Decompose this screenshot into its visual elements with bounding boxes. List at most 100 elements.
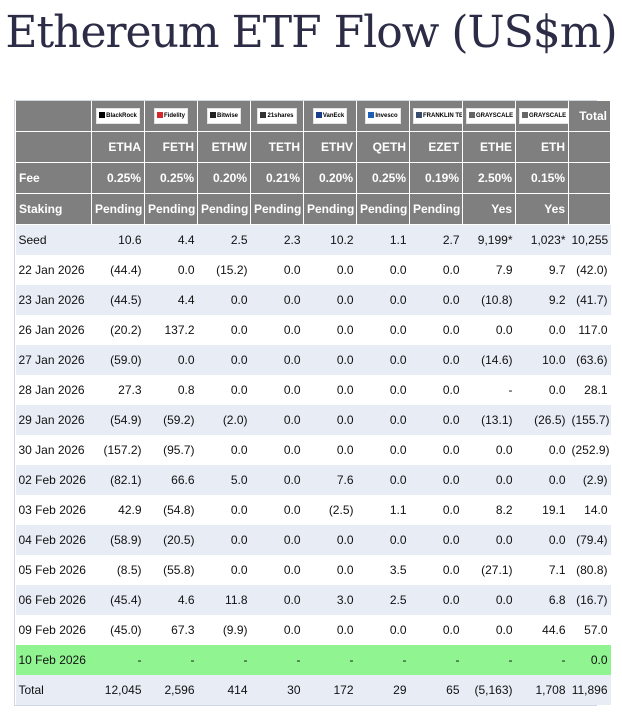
flow-value-cell: 0.0: [144, 255, 198, 285]
flow-value-cell: 0.0: [409, 495, 463, 525]
ticker-cell: QETH: [356, 131, 410, 163]
table-row: Seed 10.6 4.4 2.5 2.3 10.2 1.1 2.7 9,199* 1,023* 1…: [15, 224, 611, 255]
issuer-logo-text: FRANKLIN TEMPLETON: [423, 113, 463, 119]
flow-value-cell: 0.8: [144, 375, 198, 405]
ticker-cell: FETH: [144, 131, 198, 163]
flow-value-cell: 0.0: [250, 615, 304, 645]
fee-cell: 0.20%: [303, 162, 357, 194]
staking-cell: Pending: [144, 193, 198, 225]
issuer-logo-cell: GRAYSCALE: [462, 101, 516, 132]
invesco-logo: Invesco: [365, 108, 401, 124]
flow-value-cell: (252.9): [568, 435, 611, 465]
21shares-logo-mark-icon: [260, 112, 267, 119]
flow-value-cell: (54.9): [91, 405, 145, 435]
flow-value-cell: 44.6: [515, 615, 569, 645]
flow-value-cell: 7.6: [303, 465, 357, 495]
flow-value-cell: 0.0: [462, 525, 516, 555]
issuer-logo-cell: Fidelity: [144, 101, 198, 132]
flow-value-cell: 0.0: [197, 285, 251, 315]
flow-value-cell: 27.3: [91, 375, 145, 405]
flow-value-cell: -: [409, 645, 463, 675]
flow-value-cell: 0.0: [250, 585, 304, 615]
flow-value-cell: -: [356, 645, 410, 675]
staking-cell: Pending: [91, 193, 145, 225]
flow-value-cell: 67.3: [144, 615, 198, 645]
flow-value-cell: (41.7): [568, 285, 611, 315]
row-date-label: 05 Feb 2026: [15, 555, 92, 585]
issuer-logo-cell: VanEck: [303, 101, 357, 132]
ticker-row: ETHA FETH ETHW TETH ETHV QETH EZET ETHE ETH: [15, 131, 611, 163]
flow-value-cell: (26.5): [515, 405, 569, 435]
flow-value-cell: 0.0: [462, 435, 516, 465]
bitwise-logo: Bitwise: [206, 108, 241, 124]
flow-value-cell: (9.9): [197, 615, 251, 645]
flow-value-cell: 0.0: [197, 525, 251, 555]
fee-row: Fee 0.25% 0.25% 0.20% 0.21% 0.20% 0.25% 0.19% 2.…: [15, 162, 611, 194]
etf-flow-table: BlackRock Fidelity Bitwise 21shares VanEck In…: [15, 101, 611, 705]
flow-value-cell: (45.4): [91, 585, 145, 615]
flow-value-cell: 0.0: [462, 585, 516, 615]
flow-value-cell: 0.0: [409, 435, 463, 465]
header-corner-cell: [15, 101, 92, 132]
flow-value-cell: (82.1): [91, 465, 145, 495]
flow-value-cell: 65: [409, 675, 463, 705]
flow-value-cell: (15.2): [197, 255, 251, 285]
flow-value-cell: 0.0: [515, 465, 569, 495]
flow-value-cell: (14.6): [462, 345, 516, 375]
ticker-cell: TETH: [250, 131, 304, 163]
row-date-label: 30 Jan 2026: [15, 435, 92, 465]
flow-value-cell: 0.0: [303, 555, 357, 585]
table-body: BlackRock Fidelity Bitwise 21shares VanEck In…: [15, 101, 611, 705]
issuer-logo-text: Fidelity: [163, 113, 185, 119]
flow-value-cell: 0.0: [515, 375, 569, 405]
flow-value-cell: -: [197, 645, 251, 675]
fidelity-logo: Fidelity: [153, 108, 188, 124]
flow-value-cell: 0.0: [462, 615, 516, 645]
flow-value-cell: 0.0: [303, 255, 357, 285]
table-row: 05 Feb 2026 (8.5) (55.8) 0.0 0.0 0.0 3.5 0.0 (27…: [15, 555, 611, 585]
fee-cell: 0.25%: [356, 162, 410, 194]
flow-value-cell: 0.0: [515, 315, 569, 345]
row-date-label: 27 Jan 2026: [15, 345, 92, 375]
flow-value-cell: 0.0: [356, 435, 410, 465]
flow-value-cell: (2.5): [303, 495, 357, 525]
flow-value-cell: -: [91, 645, 145, 675]
issuer-logo-text: BlackRock: [106, 113, 137, 119]
row-date-label: 23 Jan 2026: [15, 285, 92, 315]
flow-value-cell: 0.0: [356, 375, 410, 405]
flow-value-cell: 0.0: [197, 495, 251, 525]
table-row: 22 Jan 2026 (44.4) 0.0 (15.2) 0.0 0.0 0.0 0.0 7.…: [15, 255, 611, 285]
grayscale-logo-mark-icon: [522, 112, 528, 119]
flow-value-cell: 0.0: [303, 285, 357, 315]
staking-cell: Pending: [356, 193, 410, 225]
etf-flow-table-wrapper: BlackRock Fidelity Bitwise 21shares VanEck In…: [14, 100, 611, 706]
flow-value-cell: (59.2): [144, 405, 198, 435]
staking-cell: Yes: [515, 193, 569, 225]
flow-value-cell: 9.2: [515, 285, 569, 315]
flow-value-cell: 19.1: [515, 495, 569, 525]
ticker-cell: ETHE: [462, 131, 516, 163]
flow-value-cell: (8.5): [91, 555, 145, 585]
bitwise-logo-mark-icon: [209, 112, 216, 119]
flow-value-cell: 1,023*: [515, 224, 569, 255]
flow-value-cell: -: [144, 645, 198, 675]
flow-value-cell: 0.0: [197, 315, 251, 345]
flow-value-cell: 0.0: [303, 405, 357, 435]
flow-value-cell: 10,255: [568, 224, 611, 255]
vaneck-logo-mark-icon: [315, 112, 322, 119]
flow-value-cell: (58.9): [91, 525, 145, 555]
table-row: 26 Jan 2026 (20.2) 137.2 0.0 0.0 0.0 0.0 0.0 0.0…: [15, 315, 611, 345]
flow-value-cell: 0.0: [356, 405, 410, 435]
page-title: Ethereum ETF Flow (US$m): [5, 7, 617, 58]
blackrock-logo: BlackRock: [96, 108, 140, 124]
flow-value-cell: -: [462, 375, 516, 405]
table-row: 03 Feb 2026 42.9 (54.8) 0.0 0.0 (2.5) 1.1 0.0 8.…: [15, 495, 611, 525]
flow-value-cell: 0.0: [250, 315, 304, 345]
row-date-label: 04 Feb 2026: [15, 525, 92, 555]
ticker-cell: ETH: [515, 131, 569, 163]
flow-value-cell: -: [462, 645, 516, 675]
flow-value-cell: (2.9): [568, 465, 611, 495]
flow-value-cell: 30: [250, 675, 304, 705]
issuer-logo-cell: Bitwise: [197, 101, 251, 132]
fee-cell: 0.19%: [409, 162, 463, 194]
